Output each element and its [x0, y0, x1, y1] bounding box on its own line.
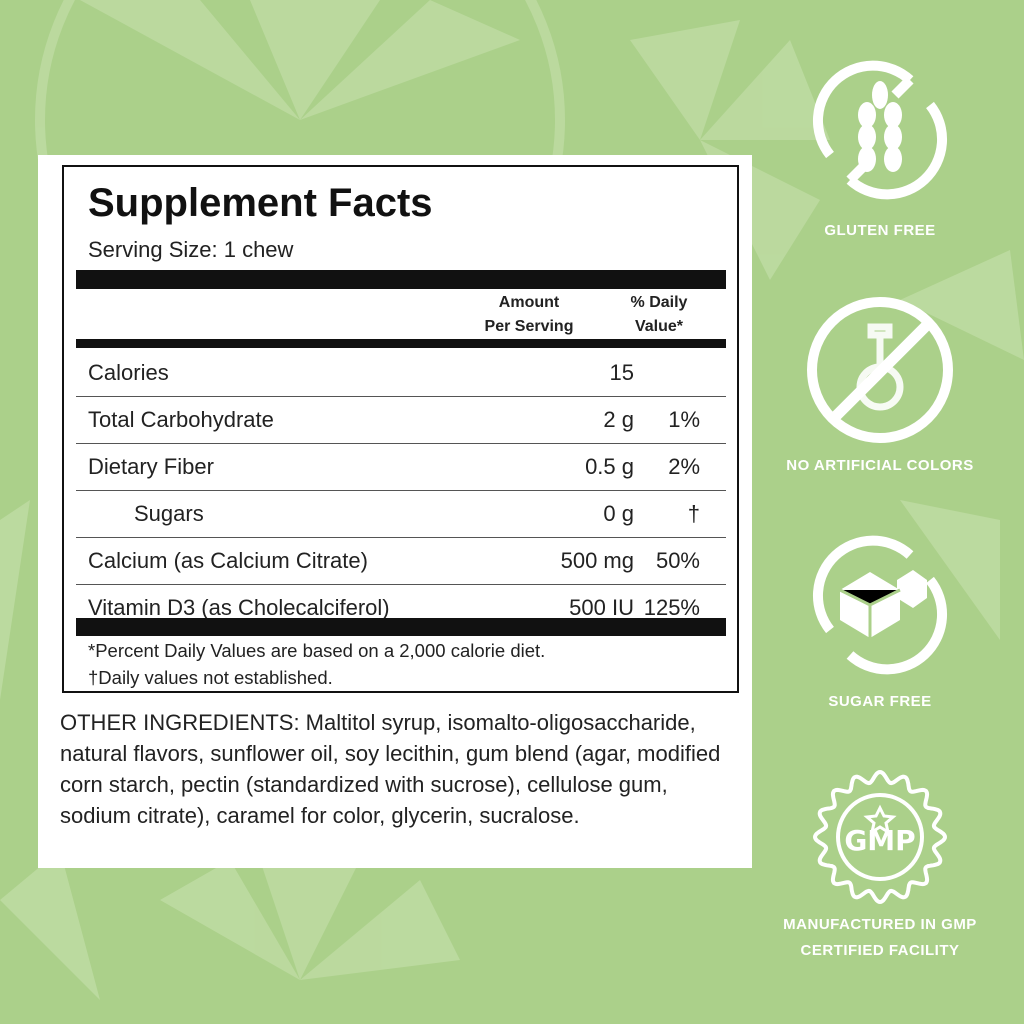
thick-divider — [76, 270, 726, 289]
nutrient-row: Calories 15 — [76, 350, 726, 397]
nutrient-daily-value: † — [687, 501, 700, 526]
nutrient-amount: 0 g — [603, 501, 634, 526]
nutrient-amount: 500 IU — [569, 595, 634, 620]
nutrient-amount: 0.5 g — [585, 454, 634, 479]
footnote-daily-values: *Percent Daily Values are based on a 2,0… — [88, 640, 546, 661]
no-artificial-colors-label: NO ARTIFICIAL COLORS — [786, 457, 974, 474]
dv-header-line: Value* — [634, 318, 684, 335]
other-ingredients: OTHER INGREDIENTS: Maltitol syrup, isoma… — [60, 710, 721, 828]
nutrient-row: Vitamin D3 (as Cholecalciferol) 500 IU 125… — [76, 585, 726, 632]
gmp-label-line2: CERTIFIED FACILITY — [800, 942, 960, 959]
gluten-free-label: GLUTEN FREE — [824, 222, 936, 239]
nutrient-daily-value: 1% — [668, 407, 700, 432]
footnote-not-established: †Daily values not established. — [88, 667, 333, 688]
nutrient-name: Calories — [88, 360, 169, 385]
gmp-label-line1: MANUFACTURED IN GMP — [783, 916, 977, 933]
nutrient-amount: 15 — [609, 360, 634, 385]
nutrient-amount: 2 g — [603, 407, 634, 432]
amount-header-line: Per Serving — [484, 318, 574, 335]
nutrient-name: Vitamin D3 (as Cholecalciferol) — [88, 595, 390, 620]
nutrient-name: Calcium (as Calcium Citrate) — [88, 548, 368, 573]
nutrient-daily-value: 50% — [655, 548, 700, 573]
amount-header: Amount Per Serving — [464, 291, 594, 339]
gmp-seal-icon: GMP — [812, 769, 948, 905]
medium-divider — [76, 339, 726, 348]
supplement-panel: Supplement Facts Serving Size: 1 chew Am… — [38, 155, 752, 868]
nutrient-name: Total Carbohydrate — [88, 407, 274, 432]
thick-divider — [76, 618, 726, 636]
facts-title: Supplement Facts — [88, 181, 433, 225]
supplement-facts-table: Supplement Facts Serving Size: 1 chew Am… — [62, 165, 739, 693]
nutrient-daily-value: 125% — [643, 595, 700, 620]
no-artificial-colors-icon — [807, 297, 953, 443]
nutrient-row: Total Carbohydrate 2 g 1% — [76, 397, 726, 444]
nutrient-name: Dietary Fiber — [88, 454, 214, 479]
nutrient-row: Sugars 0 g † — [76, 491, 726, 538]
amount-header-line: Amount — [498, 294, 560, 311]
nutrient-daily-value: 2% — [668, 454, 700, 479]
gmp-label: MANUFACTURED IN GMP CERTIFIED FACILITY — [780, 912, 980, 964]
gmp-text: GMP — [844, 824, 915, 857]
sugar-free-label: SUGAR FREE — [828, 693, 932, 710]
dv-header: % Daily Value* — [604, 291, 714, 339]
dv-header-line: % Daily — [630, 294, 688, 311]
nutrient-amount: 500 mg — [560, 548, 634, 573]
sugar-free-icon — [812, 535, 948, 675]
nutrient-row: Dietary Fiber 0.5 g 2% — [76, 444, 726, 491]
serving-size: Serving Size: 1 chew — [88, 237, 294, 262]
gluten-free-icon — [812, 60, 948, 200]
nutrient-name: Sugars — [134, 501, 204, 526]
nutrient-row: Calcium (as Calcium Citrate) 500 mg 50% — [76, 538, 726, 585]
